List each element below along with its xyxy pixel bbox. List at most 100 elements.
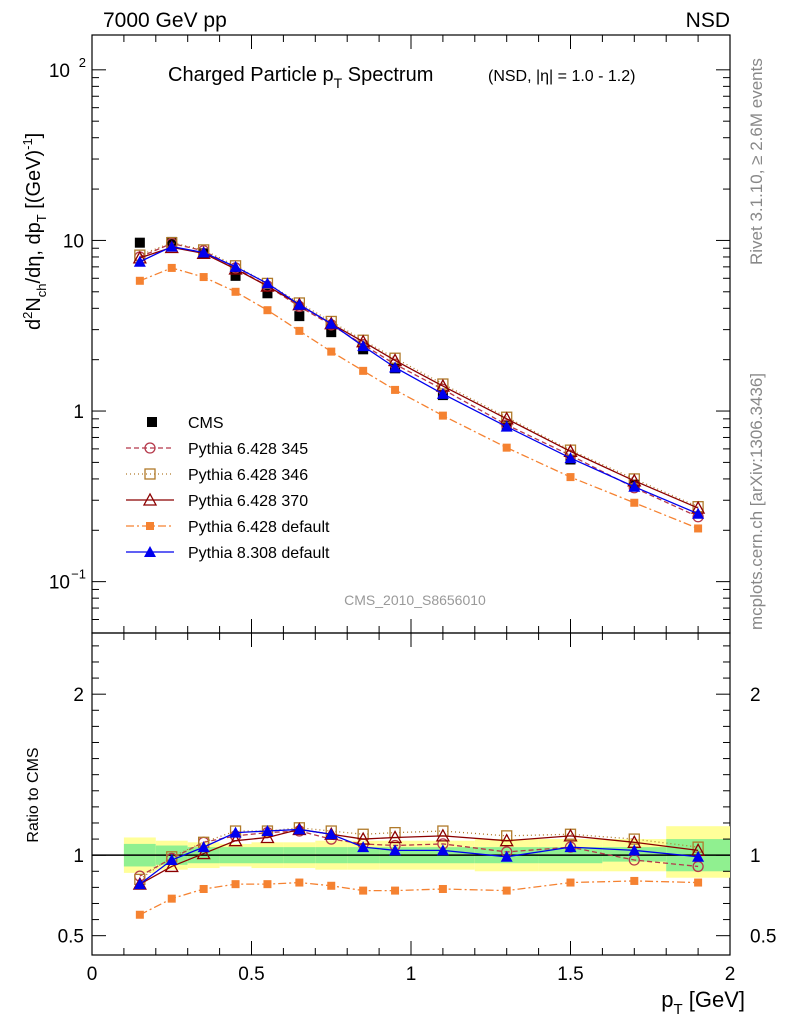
marker-filled-square <box>231 287 240 296</box>
marker-filled-square <box>502 886 511 895</box>
x-tick-label: 0 <box>87 964 98 985</box>
legend-entry: Pythia 8.308 default <box>126 545 330 562</box>
legend-entry: Pythia 6.428 346 <box>126 467 308 484</box>
legend-label: Pythia 6.428 370 <box>188 493 308 510</box>
marker-square <box>326 327 337 338</box>
marker-filled-square <box>694 878 703 887</box>
marker-filled-triangle <box>229 260 242 272</box>
series-line <box>139 828 699 885</box>
marker-filled-square <box>146 522 154 530</box>
marker-filled-triangle <box>261 825 274 837</box>
marker-filled-triangle <box>357 340 370 352</box>
legend-label: Pythia 8.308 default <box>188 545 330 562</box>
marker-square <box>147 417 157 427</box>
marker-filled-triangle <box>436 844 449 856</box>
marker-filled-triangle <box>197 841 210 853</box>
header-right: NSD <box>686 9 730 32</box>
marker-filled-triangle <box>133 255 146 267</box>
ratio-frame <box>91 632 731 956</box>
marker-filled-triangle <box>500 850 513 862</box>
y-tick-label: 10 <box>49 61 70 82</box>
ylabel-ratio: Ratio to CMS <box>25 747 42 842</box>
marker-filled-triangle <box>133 878 146 890</box>
marker-square <box>134 237 145 248</box>
marker-filled-square <box>630 876 639 885</box>
y-tick-label: 1 <box>73 402 84 423</box>
marker-filled-square <box>694 524 703 533</box>
ratio-y-tick-label-right: 1 <box>750 846 761 867</box>
marker-filled-square <box>566 473 575 482</box>
legend-label: Pythia 6.428 default <box>188 519 330 536</box>
marker-filled-triangle <box>628 480 641 492</box>
legend-entry: Pythia 6.428 370 <box>126 492 308 510</box>
marker-filled-triangle <box>692 507 705 519</box>
x-tick-label: 0.5 <box>238 964 264 985</box>
marker-square <box>262 288 273 299</box>
series-line <box>139 880 699 916</box>
marker-filled-square <box>359 886 368 895</box>
x-tick-label: 2 <box>725 964 736 985</box>
x-tick-label: 1 <box>406 964 417 985</box>
legend-label: Pythia 6.428 346 <box>188 467 308 484</box>
marker-filled-square <box>199 884 208 893</box>
marker-square <box>230 270 241 281</box>
series-line <box>139 830 699 877</box>
marker-filled-square <box>167 263 176 272</box>
marker-triangle <box>260 830 275 844</box>
legend-label: Pythia 6.428 345 <box>188 441 308 458</box>
marker-filled-triangle <box>389 361 402 373</box>
marker-filled-square <box>327 881 336 890</box>
marker-filled-triangle <box>436 387 449 399</box>
marker-triangle <box>228 833 243 847</box>
marker-filled-square <box>438 411 447 420</box>
y-tick-label: 10 <box>63 231 84 252</box>
xlabel: pT [GeV] <box>661 987 745 1018</box>
series-line <box>139 245 699 515</box>
marker-filled-triangle <box>165 240 178 252</box>
y-tick-label: 10 <box>49 573 70 594</box>
marker-filled-triangle <box>564 841 577 853</box>
plot-title: Charged Particle pT Spectrum <box>168 64 433 91</box>
analysis-id: CMS_2010_S8656010 <box>344 592 486 608</box>
y-tick-label-exp: 2 <box>79 55 86 70</box>
marker-filled-square <box>502 443 511 452</box>
marker-square <box>294 311 305 322</box>
marker-filled-triangle <box>293 298 306 310</box>
marker-filled-square <box>295 878 304 887</box>
marker-filled-triangle <box>229 826 242 838</box>
ylabel-main: d2Nch/dη, dpT [(GeV)-1] <box>20 133 49 330</box>
legend-label: CMS <box>188 415 224 432</box>
legend-entry: CMS <box>147 415 224 432</box>
marker-filled-square <box>630 498 639 507</box>
marker-triangle <box>499 833 514 847</box>
marker-filled-triangle <box>564 452 577 464</box>
marker-open-square <box>628 833 640 845</box>
ratio-y-tick-label-right: 0.5 <box>750 927 776 948</box>
marker-filled-square <box>263 880 272 889</box>
marker-filled-triangle <box>628 844 641 856</box>
ratio-y-tick-label: 2 <box>73 685 84 706</box>
plot-title-main: Charged Particle p <box>168 64 334 86</box>
x-tick-label: 1.5 <box>557 964 583 985</box>
marker-filled-square <box>566 878 575 887</box>
marker-filled-triangle <box>144 546 156 557</box>
ratio-panel: 0.5 0.51 12 20 0.5 1 1.5 2 <box>58 632 776 985</box>
marker-filled-square <box>391 886 400 895</box>
legend: CMS Pythia 6.428 345 Pythia 6.428 346 Pythi… <box>126 415 330 562</box>
marker-filled-square <box>135 276 144 285</box>
marker-triangle <box>196 846 211 860</box>
marker-filled-square <box>359 366 368 375</box>
marker-filled-square <box>295 326 304 335</box>
rivet-label: Rivet 3.1.10, ≥ 2.6M events <box>747 58 766 265</box>
marker-filled-square <box>231 880 240 889</box>
main-frame <box>91 34 731 634</box>
ratio-y-tick-label-right: 2 <box>750 685 761 706</box>
marker-filled-triangle <box>389 844 402 856</box>
marker-filled-triangle <box>500 420 513 432</box>
legend-entry: Pythia 6.428 345 <box>126 441 308 458</box>
marker-filled-triangle <box>325 317 338 329</box>
marker-filled-triangle <box>261 277 274 289</box>
marker-filled-square <box>438 884 447 893</box>
